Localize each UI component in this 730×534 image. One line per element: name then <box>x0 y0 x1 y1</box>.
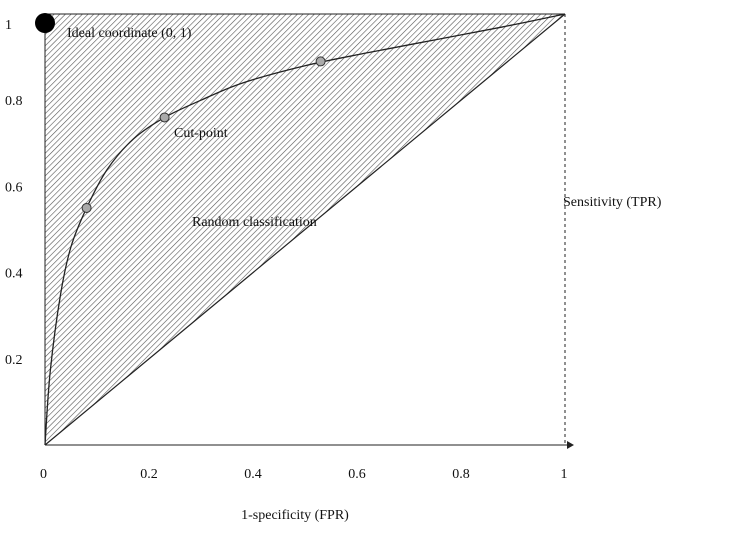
x-tick-label: 0.6 <box>348 467 366 482</box>
y-tick-label: 0.2 <box>5 353 23 368</box>
random-classification-annotation: Random classification <box>192 215 317 230</box>
x-tick-label: 1 <box>561 467 568 482</box>
y-axis-title: Sensitivity (TPR) <box>563 195 662 210</box>
y-tick-label: 0.8 <box>5 94 23 109</box>
y-tick-label: 1 <box>5 18 12 33</box>
ideal-point-marker <box>35 13 55 33</box>
x-tick-labels: 0 0.2 0.4 0.6 0.8 1 <box>40 467 568 482</box>
x-axis-arrow <box>567 441 574 449</box>
y-tick-labels: 0.2 0.4 0.6 0.8 1 <box>5 18 23 368</box>
cut-point-annotation: Cut-point <box>174 126 228 141</box>
x-tick-label: 0.4 <box>244 467 262 482</box>
x-tick-label: 0.8 <box>452 467 470 482</box>
x-tick-label: 0 <box>40 467 47 482</box>
y-tick-label: 0.4 <box>5 267 23 282</box>
random-classification-line <box>44 13 566 446</box>
cut-point-marker <box>315 56 326 67</box>
x-axis-title: 1-specificity (FPR) <box>241 508 349 523</box>
y-tick-label: 0.6 <box>5 180 23 195</box>
cut-point-marker <box>81 202 92 213</box>
cut-points-group <box>81 56 326 213</box>
x-tick-label: 0.2 <box>140 467 158 482</box>
cut-point-marker <box>159 112 170 123</box>
ideal-coordinate-annotation: Ideal coordinate (0, 1) <box>67 26 192 41</box>
